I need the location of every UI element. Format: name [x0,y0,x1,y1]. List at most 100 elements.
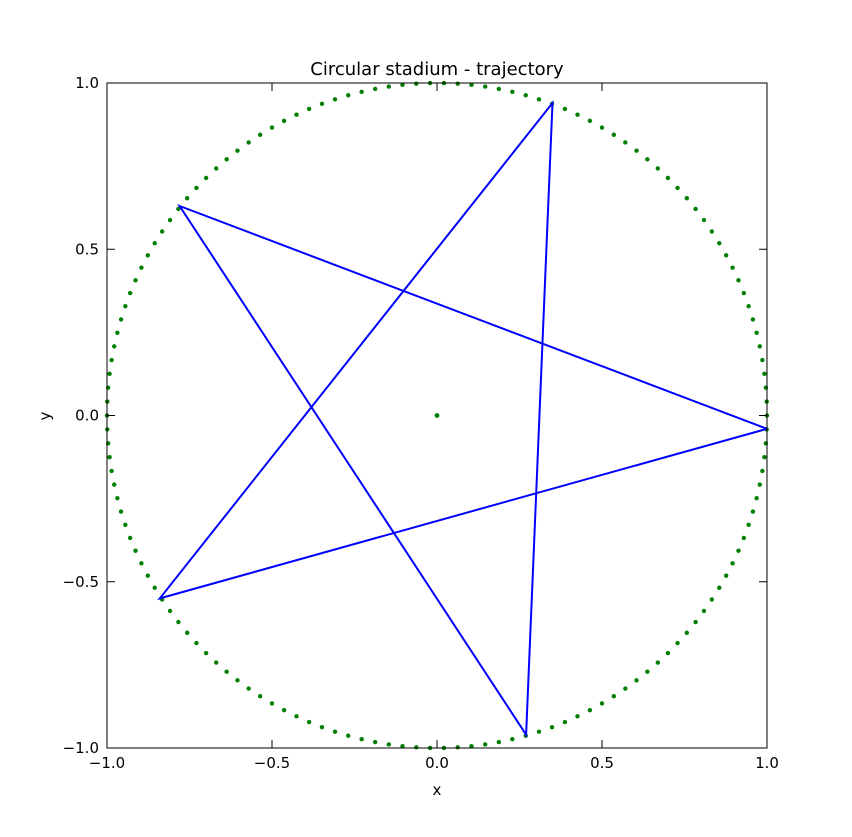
x-tick-label: −0.5 [254,754,290,772]
boundary-point [123,303,128,309]
boundary-point [655,660,661,665]
boundary-point [562,719,568,725]
boundary-point [717,585,722,590]
boundary-point [109,468,114,474]
y-tick-label: 1.0 [75,74,99,92]
boundary-point [709,597,715,602]
boundary-point [224,669,229,674]
trajectory-line [157,99,768,738]
boundary-point [306,106,312,112]
boundary-point [741,290,747,296]
boundary-point [294,112,299,117]
boundary-point [496,739,502,745]
boundary-point [224,157,229,162]
boundary-point [587,118,593,124]
boundary-point [414,745,419,750]
boundary-point [684,196,690,201]
boundary-point [675,185,680,191]
boundary-point [623,686,628,691]
boundary-point [372,739,378,745]
boundary-point [536,729,542,734]
x-tick-label: 0.5 [590,754,614,772]
boundary-point [346,733,351,738]
axes: −1.0 −0.5 0.0 0.5 1.0 −1.0 −0.5 0.0 0.5 1.0 [63,74,779,772]
boundary-point [112,482,117,487]
boundary-point [294,714,299,719]
boundary-point [118,509,124,514]
boundary-point [730,265,735,270]
boundary-point [701,608,707,614]
boundary-point [510,737,515,742]
boundary-point [701,217,707,223]
boundary-point [510,89,515,94]
boundary-point [372,86,378,92]
boundary-point [736,278,741,283]
boundary-point [332,97,338,102]
boundary-point [184,196,190,201]
y-tick-label: −0.5 [63,573,99,591]
x-tick-label: 1.0 [755,754,779,772]
y-axis-label: y [36,411,54,420]
boundary-point [400,743,405,749]
boundary-point [123,522,128,528]
boundary-point [754,330,759,336]
boundary-point [107,371,112,377]
x-tick-label: 0.0 [425,754,449,772]
boundary-point [575,714,580,719]
y-tick-label: 0.0 [75,407,99,425]
boundary-point [152,241,157,246]
boundary-point [634,148,639,153]
boundary-point [281,118,287,124]
boundary-point [483,742,488,747]
boundary-point [400,82,405,88]
boundary-point [455,81,460,86]
boundary-point [332,729,338,734]
boundary-point [257,132,263,137]
boundary-point [139,561,144,566]
boundary-point [246,686,251,691]
boundary-point [386,742,391,747]
y-tick-label: 0.5 [75,240,99,258]
boundary-point [730,561,735,566]
boundary-point [269,701,275,706]
boundary-point [562,106,568,112]
boundary-point [107,454,112,460]
x-axis-label: x [433,781,442,799]
boundary-point [723,253,729,258]
boundary-point [194,640,199,646]
boundary-point [235,678,240,683]
boundary-point [319,724,325,730]
boundary-point [693,619,698,625]
boundary-point [575,112,580,117]
boundary-point [709,229,715,234]
boundary-point [634,678,639,683]
boundary-point [469,743,474,749]
boundary-point [746,303,751,309]
boundary-point [203,650,209,656]
boundary-point [611,132,617,137]
boundary-point [723,573,729,578]
boundary-point [469,82,474,88]
boundary-point [176,206,181,212]
boundary-point [319,101,325,107]
boundary-point [684,630,690,635]
boundary-point [127,535,133,541]
boundary-point [281,707,287,713]
boundary-point [127,290,133,296]
boundary-point [145,573,151,578]
boundary-point [523,93,528,98]
boundary-point [246,140,251,145]
boundary-point [750,317,756,322]
boundary-point [235,148,240,153]
plot-area [104,80,770,751]
boundary-point [757,344,762,349]
boundary-point [269,125,275,130]
boundary-point [386,84,391,89]
boundary-point [359,89,364,94]
boundary-point [587,707,593,713]
boundary-point [133,278,138,283]
boundary-point [599,125,605,130]
boundary-point [133,548,138,553]
